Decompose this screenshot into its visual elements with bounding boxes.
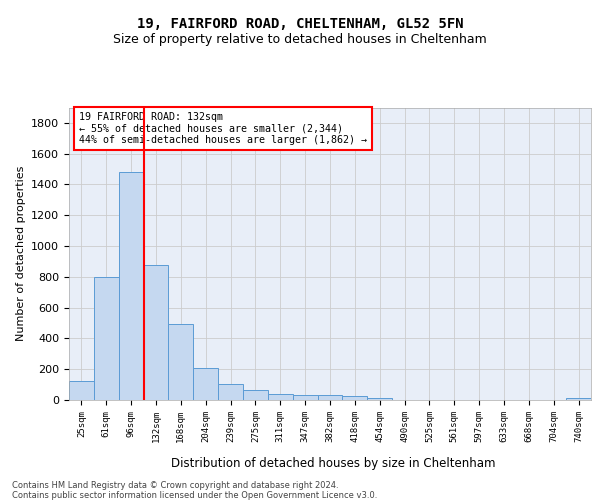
Bar xyxy=(143,264,169,400)
Bar xyxy=(69,381,94,400)
Text: 19 FAIRFORD ROAD: 132sqm
← 55% of detached houses are smaller (2,344)
44% of sem: 19 FAIRFORD ROAD: 132sqm ← 55% of detach… xyxy=(79,112,367,145)
Bar xyxy=(367,398,392,400)
Text: 19, FAIRFORD ROAD, CHELTENHAM, GL52 5FN: 19, FAIRFORD ROAD, CHELTENHAM, GL52 5FN xyxy=(137,18,463,32)
Text: Size of property relative to detached houses in Cheltenham: Size of property relative to detached ho… xyxy=(113,32,487,46)
Text: Contains public sector information licensed under the Open Government Licence v3: Contains public sector information licen… xyxy=(12,491,377,500)
Text: Contains HM Land Registry data © Crown copyright and database right 2024.: Contains HM Land Registry data © Crown c… xyxy=(12,481,338,490)
Bar xyxy=(119,172,143,400)
Bar xyxy=(243,390,268,400)
Bar xyxy=(268,394,293,400)
Y-axis label: Number of detached properties: Number of detached properties xyxy=(16,166,26,342)
Bar xyxy=(566,398,591,400)
Text: Distribution of detached houses by size in Cheltenham: Distribution of detached houses by size … xyxy=(171,458,495,470)
Bar xyxy=(94,277,119,400)
Bar xyxy=(218,384,243,400)
Bar xyxy=(193,368,218,400)
Bar xyxy=(169,324,193,400)
Bar xyxy=(317,396,343,400)
Bar xyxy=(343,396,367,400)
Bar xyxy=(293,394,317,400)
